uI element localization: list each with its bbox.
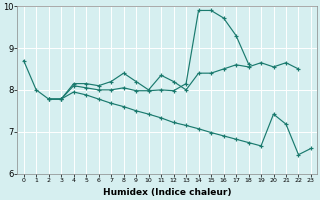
X-axis label: Humidex (Indice chaleur): Humidex (Indice chaleur) xyxy=(103,188,232,197)
